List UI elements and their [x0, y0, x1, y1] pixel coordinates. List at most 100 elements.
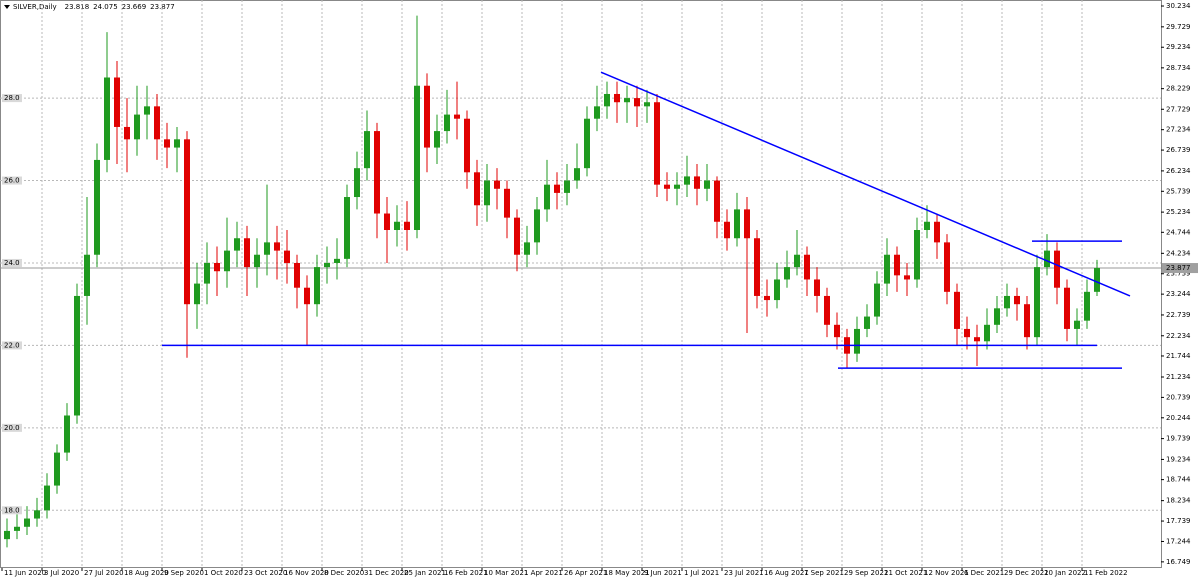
x-tick-label: 16 Nov 2020	[284, 569, 329, 577]
y-tick-label: 21.744	[1166, 352, 1191, 360]
y-tick-label: 24.234	[1166, 249, 1191, 257]
candle-body	[34, 510, 40, 519]
candle-body	[334, 258, 340, 263]
level-label-box	[2, 341, 22, 350]
level-label: 20.0	[4, 424, 20, 432]
candle-body	[534, 209, 540, 243]
y-tick-label: 27.729	[1166, 105, 1191, 113]
level-label: 22.0	[4, 341, 20, 349]
candle-body	[394, 221, 400, 231]
candle-body	[464, 118, 470, 173]
candle-body	[424, 85, 430, 148]
candle-body	[984, 324, 990, 342]
candle-body	[494, 180, 500, 189]
y-tick-label: 18.744	[1166, 476, 1191, 484]
candle-body	[174, 139, 180, 148]
candle-body	[654, 102, 660, 185]
y-tick-label: 30.234	[1166, 2, 1191, 10]
header-value: 24.075	[93, 3, 118, 11]
candle-body	[134, 114, 140, 140]
candle-body	[474, 172, 480, 206]
candle-body	[624, 98, 630, 103]
candle-body	[374, 131, 380, 214]
candle-body	[754, 238, 760, 296]
plot-frame	[0, 0, 1162, 568]
y-tick-label: 29.234	[1166, 43, 1191, 51]
candle-body	[1044, 250, 1050, 268]
candle-body	[914, 230, 920, 280]
candle-body	[774, 279, 780, 301]
candle-body	[674, 184, 680, 189]
candle-body	[344, 197, 350, 259]
trendline	[600, 71, 1131, 297]
candle-body	[24, 518, 30, 527]
header: SILVER,Daily 23.818 24.075 23.669 23.877	[4, 3, 175, 11]
candle-body	[294, 262, 300, 288]
level-label: 18.0	[4, 506, 20, 514]
candle-body	[354, 168, 360, 198]
candle-body	[994, 308, 1000, 325]
candle-body	[604, 93, 610, 107]
x-tick-label: 25 Jan 2021	[404, 569, 446, 577]
level-label-box	[2, 94, 22, 103]
candle-body	[974, 337, 980, 342]
candle-body	[434, 131, 440, 148]
x-tick-label: 16 Aug 2021	[764, 569, 809, 577]
x-tick-label: 10 Mar 2021	[484, 569, 528, 577]
y-tick-label: 28.734	[1166, 64, 1191, 72]
y-tick-label: 29.729	[1166, 23, 1191, 31]
y-tick-label: 21.234	[1166, 373, 1191, 381]
x-tick-label: 9 Sep 2020	[164, 569, 204, 577]
level-label-box	[2, 258, 22, 267]
candle-body	[314, 267, 320, 305]
candle-body	[1094, 268, 1100, 292]
y-tick-label: 20.739	[1166, 393, 1191, 401]
candle-body	[514, 217, 520, 255]
candle-body	[904, 275, 910, 280]
level-label-box	[2, 423, 22, 432]
candle-body	[14, 526, 20, 531]
candle-body	[324, 262, 330, 268]
candle-body	[634, 98, 640, 107]
candle-body	[554, 184, 560, 193]
candle-body	[1064, 287, 1070, 329]
x-tick-label: 11 Feb 2022	[1084, 569, 1128, 577]
x-tick-label: 31 Dec 2020	[364, 569, 409, 577]
candle-body	[364, 131, 370, 169]
y-tick-label: 19.234	[1166, 455, 1191, 463]
candle-body	[794, 254, 800, 268]
candle-body	[84, 254, 90, 296]
y-tick-label: 26.739	[1166, 146, 1191, 154]
x-tick-label: 12 Nov 2021	[924, 569, 969, 577]
candle-body	[854, 328, 860, 354]
candle-body	[484, 180, 490, 206]
candle-body	[814, 279, 820, 296]
x-tick-label: 23 Jul 2021	[724, 569, 764, 577]
x-tick-label: 1 Oct 2020	[204, 569, 243, 577]
candle-body	[384, 213, 390, 231]
candle-body	[504, 188, 510, 218]
x-tick-label: 1 Apr 2021	[524, 569, 563, 577]
candle-body	[614, 93, 620, 103]
candle-body	[1024, 304, 1030, 338]
x-tick-label: 6 Dec 2021	[964, 569, 1004, 577]
level-label: 26.0	[4, 177, 20, 185]
y-tick-label: 27.234	[1166, 126, 1191, 134]
candle-body	[834, 324, 840, 338]
x-tick-label: 7 Sep 2021	[804, 569, 844, 577]
x-tick-label: 21 Oct 2021	[884, 569, 927, 577]
candle-body	[564, 180, 570, 193]
y-tick-label: 22.234	[1166, 332, 1191, 340]
candle-body	[194, 283, 200, 305]
x-tick-label: 20 Jan 2022	[1044, 569, 1086, 577]
x-tick-label: 3 Jul 2020	[44, 569, 79, 577]
y-tick-label: 17.244	[1166, 537, 1191, 545]
candle-body	[804, 254, 810, 280]
candle-body	[234, 238, 240, 251]
candle-body	[224, 250, 230, 272]
y-tick-label: 25.739	[1166, 187, 1191, 195]
y-tick-label: 19.739	[1166, 435, 1191, 443]
candle-body	[184, 139, 190, 305]
candle-body	[244, 238, 250, 268]
